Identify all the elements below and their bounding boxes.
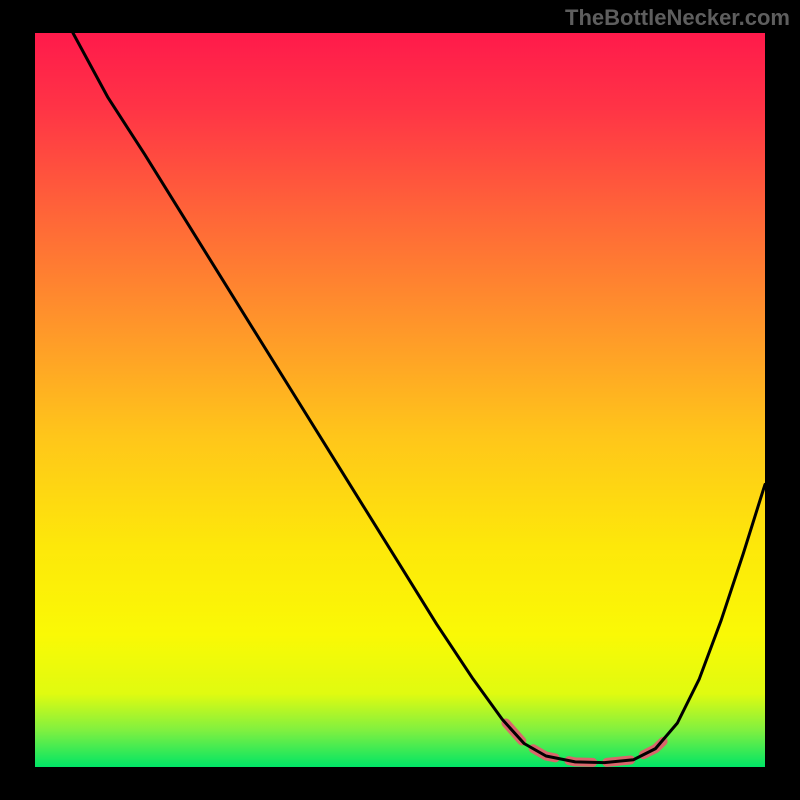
gradient-background — [35, 33, 765, 767]
plot-area — [35, 33, 765, 767]
bottleneck-chart — [35, 33, 765, 767]
chart-container: TheBottleNecker.com — [0, 0, 800, 800]
watermark-text: TheBottleNecker.com — [565, 5, 790, 31]
